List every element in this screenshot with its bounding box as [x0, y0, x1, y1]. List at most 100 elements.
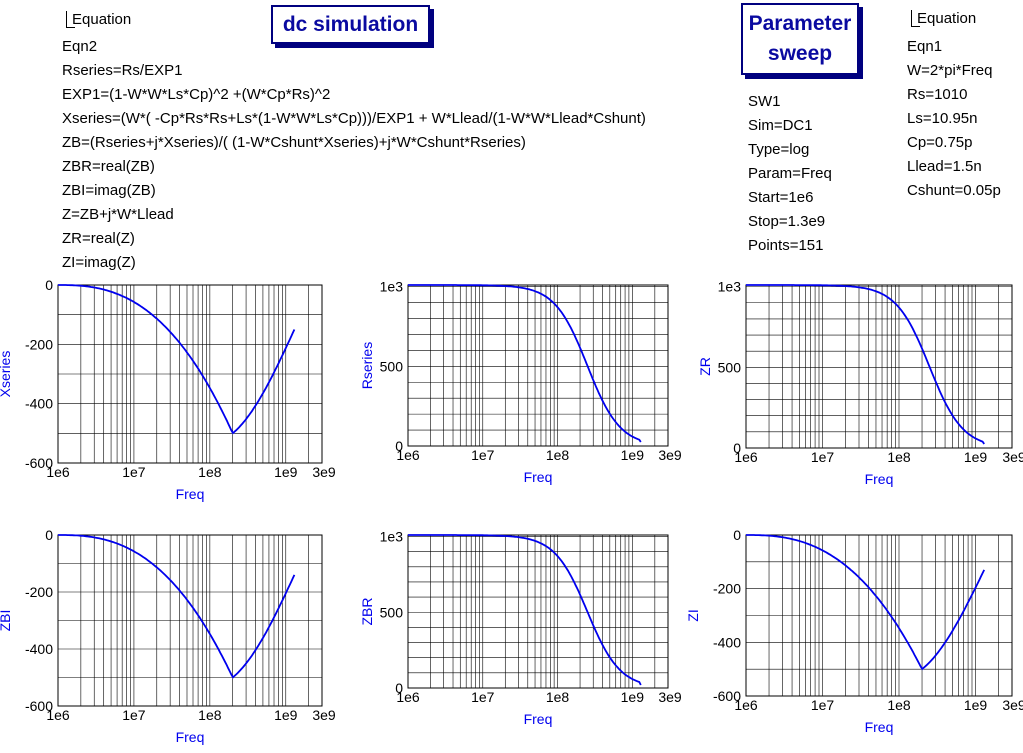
sweep-line: Type=log: [748, 141, 810, 158]
eqn-line: Xseries=(W*( -Cp*Rs*Rs+Ls*(1-W*W*Ls*Cp))…: [62, 110, 646, 127]
plot-frame: [407, 284, 669, 447]
dc-simulation-component[interactable]: dc simulation: [271, 5, 430, 44]
y-tick-label: 0: [45, 527, 53, 543]
x-tick-label: 1e6: [396, 447, 420, 463]
eqn2-block[interactable]: Eqn2 Rseries=Rs/EXP1 EXP1=(1-W*W*Ls*Cp)^…: [62, 35, 646, 275]
parameter-sweep-component[interactable]: Parameter sweep: [741, 3, 859, 75]
sweep-line: Sim=DC1: [748, 117, 813, 134]
plot-frame: [745, 284, 1013, 449]
y-tick-label: 0: [45, 277, 53, 293]
y-tick-label: -600: [713, 688, 741, 704]
series-line-xseries: [58, 284, 296, 435]
sweep-title-line2: sweep: [767, 42, 833, 65]
x-tick-label: 1e8: [198, 464, 222, 480]
series-line-zbi: [58, 534, 296, 679]
eqn-line: Eqn2: [62, 38, 98, 55]
x-tick-label: 1e6: [46, 464, 70, 480]
plot-frame: [407, 534, 669, 689]
x-tick-label: 1e7: [811, 697, 835, 713]
y-tick-label: -400: [25, 641, 53, 657]
x-tick-label: 1e9: [274, 707, 298, 723]
y-tick-label: 1e3: [380, 529, 404, 545]
x-axis-label: Freq: [865, 719, 894, 735]
x-tick-label: 1e6: [734, 697, 758, 713]
x-tick-label: 3e9: [658, 447, 682, 463]
y-tick-label: 1e3: [380, 279, 404, 295]
x-tick-label: 1e7: [122, 464, 146, 480]
x-axis-label: Freq: [176, 729, 205, 745]
y-tick-label: 1e3: [718, 279, 742, 295]
eqn1-equation-tag[interactable]: Equation: [911, 10, 976, 27]
y-tick-label: 0: [395, 438, 403, 454]
eqn-line: Rs=1010: [907, 86, 968, 103]
x-tick-label: 3e9: [1002, 449, 1023, 465]
x-tick-label: 1e6: [396, 689, 420, 705]
x-tick-label: 1e9: [274, 464, 298, 480]
eqn2-equation-tag[interactable]: Equation: [66, 11, 131, 28]
eqn-line: ZBI=imag(ZB): [62, 182, 156, 199]
y-axis-label: ZR: [697, 357, 713, 376]
x-axis-label: Freq: [524, 469, 553, 485]
x-tick-label: 1e7: [471, 689, 495, 705]
y-tick-label: -400: [713, 634, 741, 650]
eqn1-block[interactable]: Eqn1 W=2*pi*Freq Rs=1010 Ls=10.95n Cp=0.…: [907, 35, 1001, 203]
x-tick-label: 1e7: [122, 707, 146, 723]
y-tick-label: -600: [25, 698, 53, 714]
y-tick-label: 0: [733, 440, 741, 456]
eqn-line: ZR=real(Z): [62, 230, 135, 247]
x-tick-label: 3e9: [658, 689, 682, 705]
x-tick-label: 3e9: [1002, 697, 1023, 713]
x-tick-label: 1e6: [734, 449, 758, 465]
sweep-line: Stop=1.3e9: [748, 213, 826, 230]
eqn-line: Cshunt=0.05p: [907, 182, 1001, 199]
x-tick-label: 3e9: [312, 464, 336, 480]
y-axis-label: Rseries: [359, 342, 375, 389]
x-tick-label: 1e6: [46, 707, 70, 723]
y-axis-label: ZBR: [359, 598, 375, 626]
series-line-rseries: [408, 284, 642, 443]
y-tick-label: 0: [395, 680, 403, 696]
eqn-line: W=2*pi*Freq: [907, 62, 993, 79]
eqn-line: Ls=10.95n: [907, 110, 978, 127]
y-tick-label: -200: [713, 581, 741, 597]
y-tick-label: 500: [718, 359, 742, 375]
sweep-line: SW1: [748, 93, 781, 110]
eqn-line: ZBR=real(ZB): [62, 158, 155, 175]
y-axis-label: ZI: [685, 609, 701, 621]
eqn-line: ZB=(Rseries+j*Xseries)/( (1-W*Cshunt*Xse…: [62, 134, 526, 151]
x-tick-label: 1e9: [964, 449, 988, 465]
y-tick-label: 500: [380, 604, 404, 620]
x-tick-label: 1e8: [546, 447, 570, 463]
y-tick-label: -200: [25, 336, 53, 352]
eqn-line: Z=ZB+j*W*Llead: [62, 206, 174, 223]
plot-zbr: 1e6 1e7 1e8 1e9 3e9 1e3 500 0 Freq ZBR: [359, 529, 682, 727]
y-tick-label: 0: [733, 527, 741, 543]
series-line-zr: [746, 284, 985, 445]
x-axis-label: Freq: [865, 471, 894, 487]
x-axis-label: Freq: [524, 711, 553, 727]
sweep-title-line1: Parameter: [748, 12, 852, 35]
x-tick-label: 1e7: [471, 447, 495, 463]
eqn-line: EXP1=(1-W*W*Ls*Cp)^2 +(W*Cp*Rs)^2: [62, 86, 331, 103]
x-tick-label: 1e8: [198, 707, 222, 723]
sweep-block[interactable]: SW1 Sim=DC1 Type=log Param=Freq Start=1e…: [748, 90, 832, 258]
x-axis-label: Freq: [176, 486, 205, 502]
sweep-line: Param=Freq: [748, 165, 832, 182]
sweep-line: Points=151: [748, 237, 824, 254]
x-tick-label: 1e8: [887, 449, 911, 465]
dc-simulation-title: dc simulation: [282, 13, 419, 36]
y-tick-label: 500: [380, 358, 404, 374]
plot-zi: 1e6 1e7 1e8 1e9 3e9 0 -200 -400 -600 Freq ZI: [685, 527, 1023, 735]
eqn-line: ZI=imag(Z): [62, 254, 136, 271]
eqn-line: Cp=0.75p: [907, 134, 973, 151]
plot-xseries: 1e6 1e7 1e8 1e9 3e9 0 -200 -400 -600 Freq Xseries: [0, 277, 336, 502]
x-tick-label: 1e8: [887, 697, 911, 713]
eqn-line: Llead=1.5n: [907, 158, 982, 175]
series-line-zbr: [408, 534, 642, 686]
x-tick-label: 1e7: [811, 449, 835, 465]
plot-zr: 1e6 1e7 1e8 1e9 3e9 1e3 500 0 Freq ZR: [697, 279, 1023, 487]
sweep-line: Start=1e6: [748, 189, 814, 206]
x-tick-label: 3e9: [312, 707, 336, 723]
plot-zbi: 1e6 1e7 1e8 1e9 3e9 0 -200 -400 -600 Freq ZBI: [0, 527, 336, 745]
